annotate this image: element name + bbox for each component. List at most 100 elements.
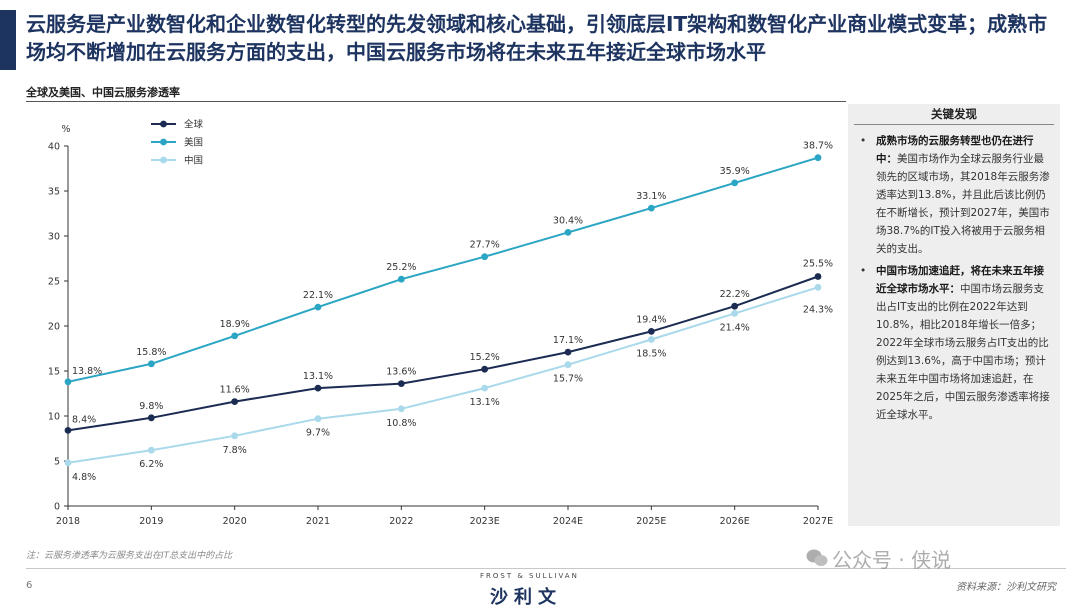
data-point [64,378,72,386]
data-point [564,229,572,236]
data-point [231,398,239,405]
title-accent-bar [0,10,16,70]
data-point [314,415,322,423]
legend-label: 美国 [184,137,203,149]
data-point [64,459,72,467]
legend-marker [160,156,167,164]
data-label: 18.9% [220,319,250,330]
data-label: 17.1% [553,335,583,346]
data-point [814,273,822,280]
finding-heading: 成熟市场的云服务转型也仍在进行中： [876,135,1034,165]
data-point [647,328,655,335]
data-label: 15.7% [553,374,583,385]
x-tick-label: 2018 [56,516,80,527]
key-findings-title: 关键发现 [931,107,977,121]
footnote: 注：云服务渗透率为云服务支出在IT总支出中的占比 [26,551,233,561]
chart-title: 全球及美国、中国云服务渗透率 [26,86,180,99]
data-point [397,380,405,387]
data-point [814,154,822,162]
data-label: 10.8% [386,418,416,429]
data-point [814,283,822,291]
chart-title-rule [26,101,846,102]
logo-english: FROST & SULLIVAN [480,572,579,580]
data-label: 13.1% [303,371,333,382]
data-point [397,405,405,413]
data-label: 13.1% [470,397,500,408]
legend-label: 全球 [184,119,204,131]
data-label: 25.2% [386,262,416,273]
finding-heading: 中国市场加速追赶，将在未来五年接近全球市场水平： [876,265,1044,295]
x-tick-label: 2024E [553,516,583,527]
bullet-icon: • [860,265,867,277]
data-label: 22.2% [720,289,750,300]
finding-item: • 成熟市场的云服务转型也仍在进行中：美国市场作为全球云服务行业最领先的区域市场… [858,132,1054,258]
data-point [647,336,655,343]
finding-text: 美国市场作为全球云服务行业最领先的区域市场，其2018年云服务渗透率达到13.8… [876,153,1050,255]
key-findings-rule [854,124,1054,125]
data-label: 33.1% [636,191,666,202]
line-chart: 0 5 10 15 20 25 30 35 40% 2018 2019 2020 2021 2022 202… [26,104,846,534]
legend-marker [160,120,167,128]
source-note: 资料来源：沙利文研究 [956,582,1056,593]
data-point [731,302,739,310]
data-label: 27.7% [470,240,500,251]
series-line-美国 [67,156,819,383]
series-line-全球 [67,275,819,432]
data-label: 13.8% [72,366,102,377]
y-tick-label: 35 [48,187,60,198]
data-label: 15.2% [470,352,500,363]
page-number: 6 [26,580,33,591]
data-label: 38.7% [803,141,833,152]
x-tick-label: 2027E [803,516,833,527]
footer-rule [26,568,1066,569]
x-tick-label: 2023E [470,516,500,527]
chart-svg: 0 5 10 15 20 25 30 35 40% 2018 2019 2020 2021 2022 202… [48,119,833,528]
data-point [647,204,655,212]
data-label: 8.4% [72,414,96,425]
x-tick-label: 2020 [223,516,247,527]
x-tick-label: 2022 [389,516,413,527]
data-point [147,414,155,422]
watermark: 公众号 · 侠说 [832,548,952,572]
data-point [64,427,72,434]
y-tick-label: 15 [48,367,60,378]
data-label: 6.2% [139,459,163,470]
x-tick-label: 2019 [139,516,163,527]
data-point [147,360,155,368]
data-label: 9.7% [306,428,330,439]
finding-text: 中国市场云服务支出占IT支出的比例在2022年达到10.8%，相比2018年增长… [876,283,1050,421]
data-label: 21.4% [720,322,750,333]
data-label: 7.8% [223,445,247,456]
x-tick-label: 2025E [636,516,666,527]
data-label: 15.8% [136,347,166,358]
key-findings-panel: 关键发现 • 成熟市场的云服务转型也仍在进行中：美国市场作为全球云服务行业最领先… [848,104,1060,526]
data-label: 4.8% [72,472,96,483]
data-label: 24.3% [803,304,833,315]
series-line-中国 [67,286,819,464]
data-label: 9.8% [139,401,163,412]
logo-chinese: 沙利文 [490,587,562,608]
y-tick-label: 40 [48,142,60,153]
data-point [564,361,572,369]
key-findings-list: • 成熟市场的云服务转型也仍在进行中：美国市场作为全球云服务行业最领先的区域市场… [858,132,1054,428]
data-label: 19.4% [636,314,666,325]
y-tick-label: 0 [54,502,60,513]
data-label: 25.5% [803,259,833,270]
data-point [314,384,322,392]
data-point [314,303,322,311]
data-point [147,446,155,454]
y-tick-label: 30 [48,232,60,243]
legend-label: 中国 [184,155,203,167]
y-tick-label: 20 [48,322,60,333]
data-label: 13.6% [386,367,416,378]
data-point [481,384,489,392]
data-label: 18.5% [636,349,666,360]
data-point [231,432,239,440]
y-tick-label: 10 [48,412,60,423]
y-tick-label: 25 [48,277,60,288]
data-point [397,275,405,283]
x-tick-label: 2021 [306,516,330,527]
data-point [481,253,489,261]
data-label: 22.1% [303,290,333,301]
page-title: 云服务是产业数智化和企业数智化转型的先发领域和核心基础，引领底层IT架构和数智化… [26,12,1048,64]
